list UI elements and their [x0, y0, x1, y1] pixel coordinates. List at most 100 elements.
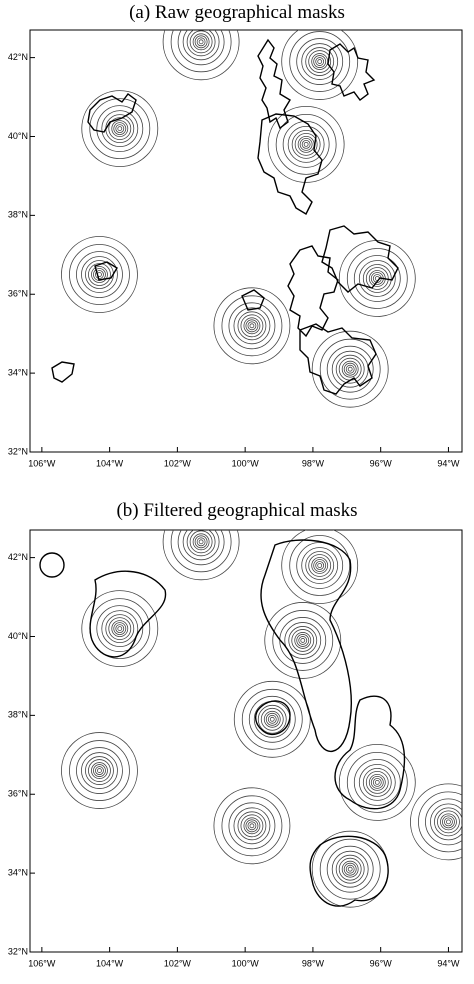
y-tick-label: 38°N	[8, 210, 28, 220]
contour-ring	[115, 124, 125, 133]
contour-ring	[264, 602, 342, 679]
contour-ring	[425, 798, 462, 846]
contour-ring	[311, 330, 389, 408]
contour-ring	[291, 629, 315, 652]
contour-ring	[189, 30, 213, 54]
contour-ring	[308, 50, 332, 73]
contour-ring	[196, 37, 206, 47]
contour-ring	[418, 791, 462, 853]
contour-ring	[317, 563, 323, 568]
contour-ring	[61, 236, 138, 313]
contour-ring	[117, 126, 123, 131]
contour-ring	[353, 759, 401, 806]
contour-ring	[315, 561, 325, 570]
contour-ring	[260, 707, 284, 731]
contour-ring	[374, 780, 380, 785]
contour-ring	[289, 31, 351, 92]
contour-ring	[291, 129, 321, 159]
contour-ring	[170, 530, 232, 573]
contour-ring	[247, 321, 257, 331]
x-tick-label: 98°W	[302, 958, 325, 968]
contour-ring	[233, 807, 271, 845]
contour-ring	[196, 537, 206, 547]
y-tick-label: 32°N	[8, 946, 28, 956]
contour-ring	[97, 768, 102, 773]
contour-ring	[113, 622, 127, 635]
y-tick-label: 38°N	[8, 710, 28, 720]
contour-ring	[347, 366, 353, 372]
plot-frame	[29, 29, 463, 453]
x-tick-label: 98°W	[302, 458, 325, 468]
contour-ring	[85, 756, 114, 785]
contour-ring	[282, 120, 330, 168]
contour-ring	[267, 714, 277, 724]
contour-ring	[186, 30, 216, 57]
contour-ring	[281, 30, 359, 100]
contour-ring	[194, 535, 208, 549]
contour-ring	[440, 813, 457, 831]
contour-ring	[370, 776, 384, 789]
contour-ring	[95, 766, 104, 775]
contour-ring	[338, 744, 416, 821]
contour-ring	[111, 120, 129, 137]
contour-ring	[257, 704, 287, 734]
contour-ring	[101, 110, 139, 147]
contour-ring	[192, 33, 210, 51]
contour-ring	[69, 740, 130, 801]
contour-ring	[279, 617, 327, 664]
contour-ring	[243, 817, 261, 835]
x-tick-label: 100°W	[232, 958, 260, 968]
contour-ring	[81, 752, 118, 789]
mask-outline	[87, 93, 137, 133]
contour-ring	[347, 866, 353, 872]
contour-ring	[182, 530, 220, 561]
contour-ring	[300, 638, 306, 643]
panel-title: (b) Filtered geographical masks	[116, 500, 357, 521]
contour-ring	[61, 732, 138, 809]
x-tick-label: 96°W	[370, 958, 393, 968]
contour-ring	[96, 105, 144, 152]
y-tick-label: 34°N	[8, 367, 28, 377]
x-tick-label: 102°W	[164, 458, 192, 468]
x-tick-label: 102°W	[164, 958, 192, 968]
contour-ring	[243, 317, 261, 335]
contour-ring	[228, 802, 276, 850]
contour-ring	[93, 764, 106, 777]
contour-ring	[198, 539, 204, 545]
x-tick-label: 106°W	[28, 458, 56, 468]
contour-ring	[338, 240, 416, 317]
contour-ring	[362, 768, 392, 797]
contour-ring	[296, 634, 310, 647]
contour-ring	[228, 302, 276, 350]
contour-ring	[221, 295, 283, 357]
contour-ring	[198, 39, 204, 45]
contour-ring	[305, 551, 335, 580]
contour-ring	[315, 57, 325, 66]
contour-ring	[81, 590, 159, 667]
contours	[61, 530, 462, 908]
contour-ring	[303, 141, 309, 147]
mask-outline	[299, 323, 377, 395]
contour-ring	[343, 862, 357, 876]
x-tick-label: 96°W	[370, 458, 393, 468]
mask-outline	[257, 113, 323, 215]
contour-ring	[221, 795, 283, 857]
contour-ring	[326, 845, 374, 893]
contour-ring	[213, 787, 291, 865]
contour-ring	[341, 360, 359, 378]
contour-ring	[301, 139, 311, 149]
contour-ring	[269, 716, 275, 722]
contour-ring	[81, 90, 159, 167]
contour-ring	[345, 364, 355, 374]
mask-outline	[309, 835, 389, 907]
contour-ring	[248, 695, 296, 743]
contour-ring	[338, 857, 362, 881]
contour-ring	[410, 783, 462, 861]
mask-outline	[287, 245, 339, 338]
contour-ring	[76, 747, 123, 794]
contour-ring	[275, 113, 337, 175]
contour-ring	[437, 810, 460, 834]
y-tick-label: 40°N	[8, 131, 28, 141]
contour-ring	[105, 614, 135, 643]
contour-ring	[91, 266, 108, 283]
